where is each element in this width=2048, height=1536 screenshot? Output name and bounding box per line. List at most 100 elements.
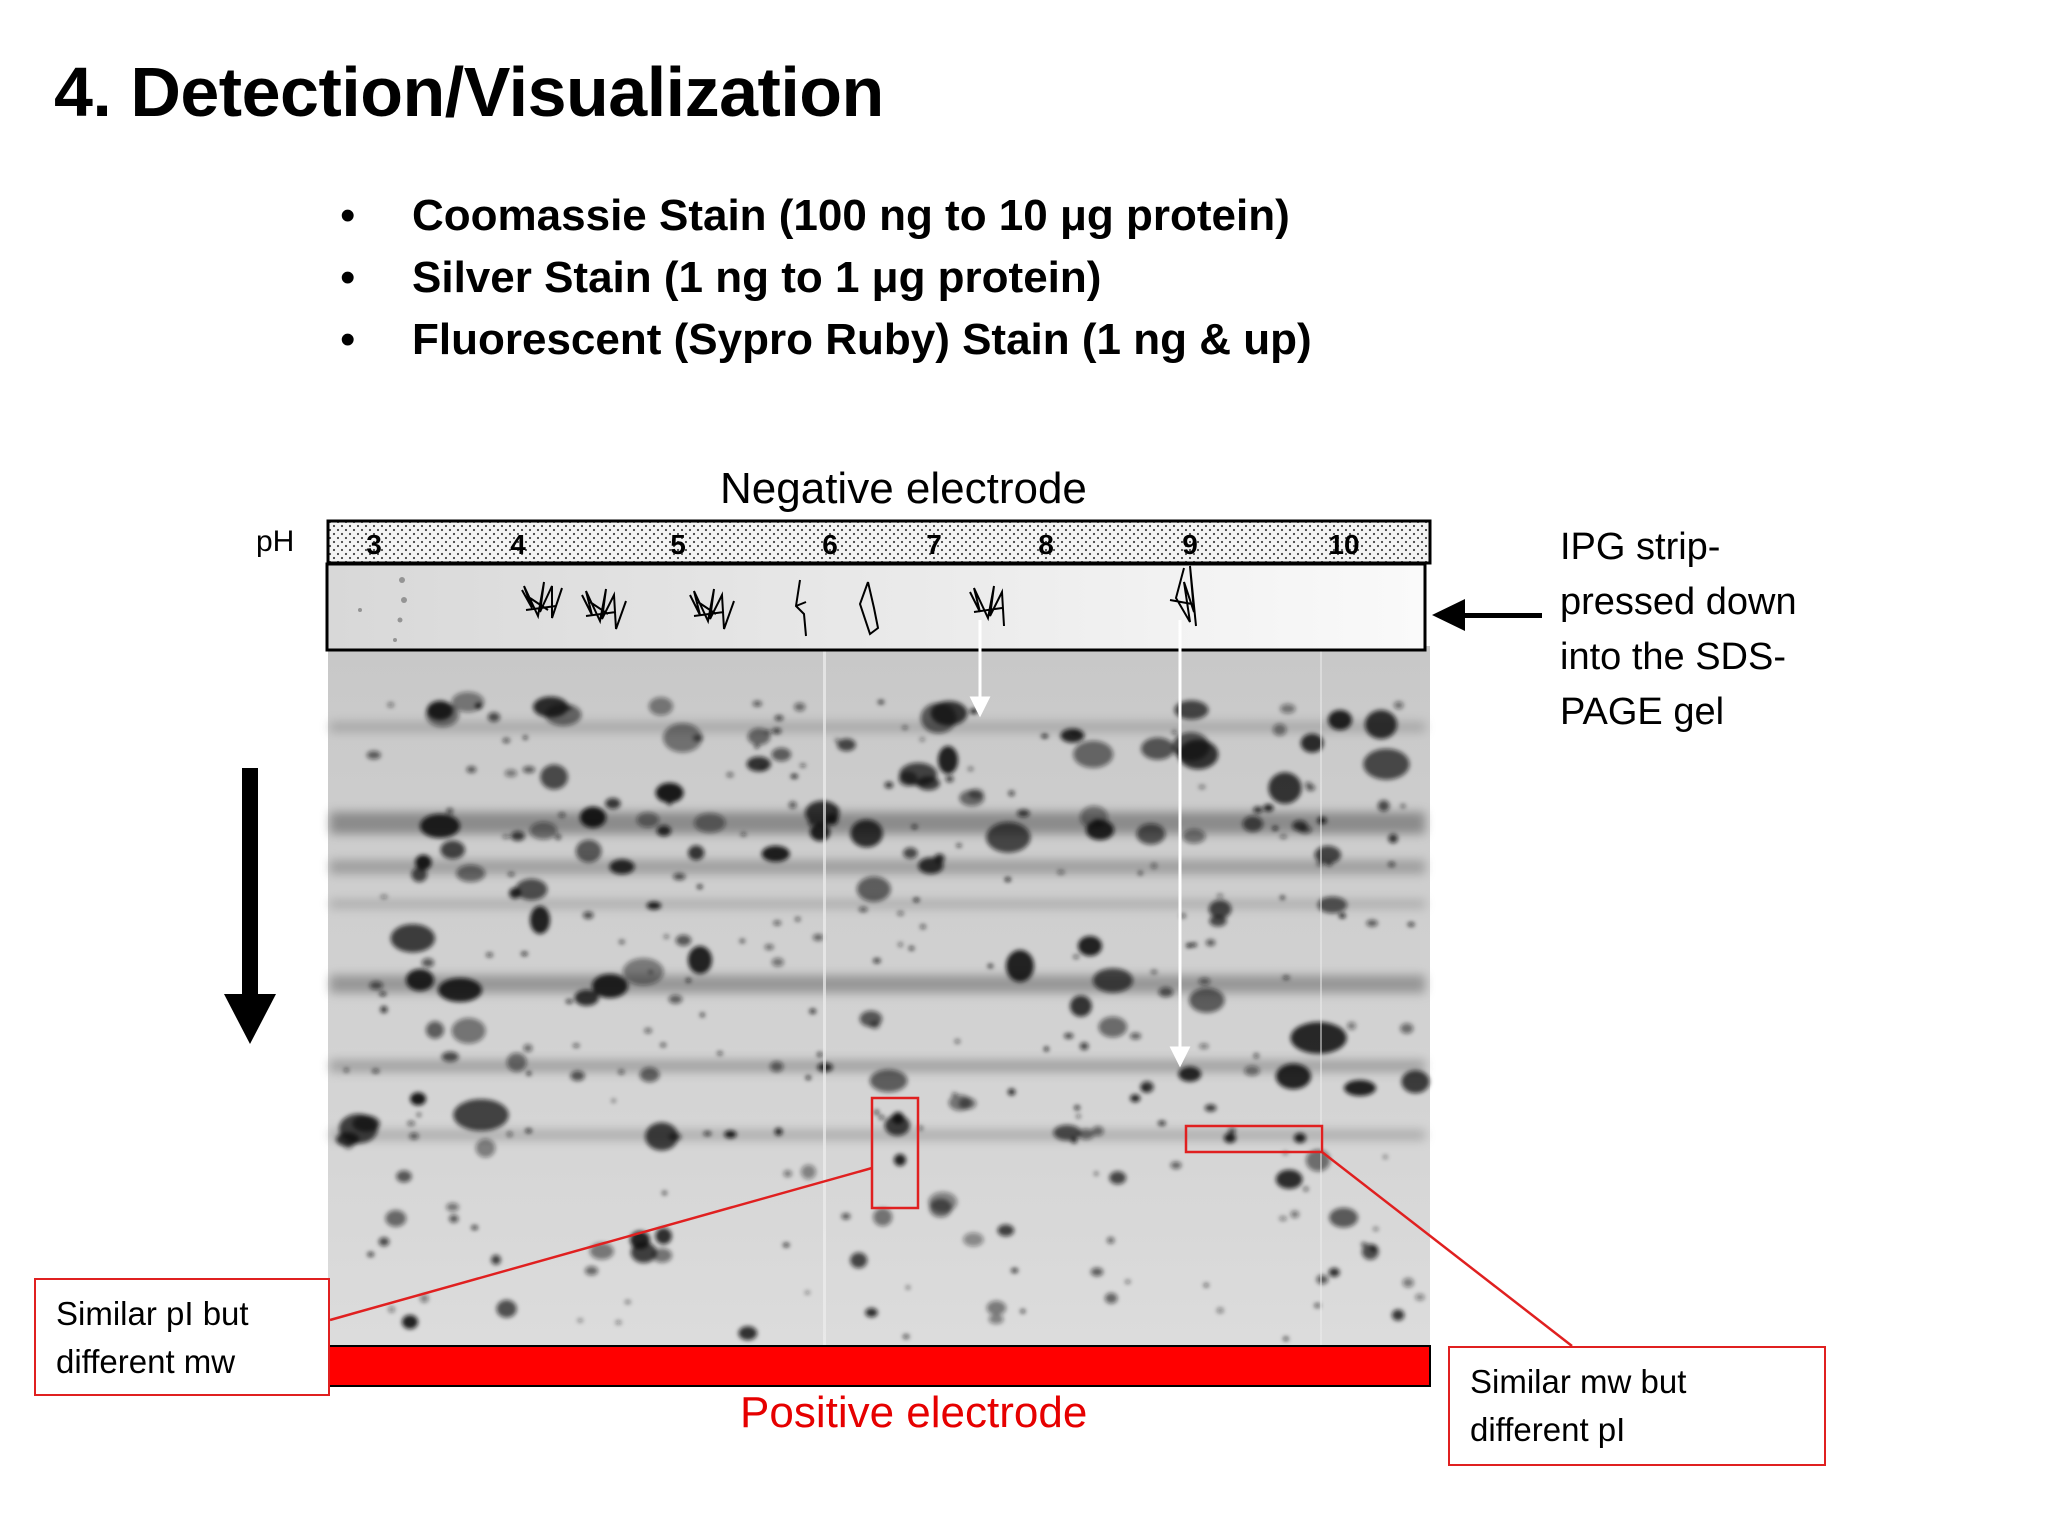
gel-spot (794, 702, 806, 712)
gel-background (328, 646, 1430, 1346)
ipg-strip-label: IPG strip- pressed down into the SDS- PA… (1560, 520, 1860, 740)
gel-spot (764, 944, 774, 950)
gel-spot (986, 822, 1031, 853)
gel-spot (1086, 820, 1114, 840)
gel-spot (988, 1314, 1004, 1324)
gel-spot (997, 1224, 1015, 1237)
gel-spot (585, 1266, 598, 1276)
gel-spot (1253, 1053, 1259, 1059)
gel-spot (1078, 936, 1102, 956)
gel-spot (1070, 729, 1081, 736)
gel-spot (526, 1071, 532, 1076)
gel-spot (1314, 1303, 1321, 1308)
gel-spot (1098, 1016, 1128, 1038)
gel-spot (913, 897, 920, 902)
gel-spot (1216, 893, 1224, 898)
gel-spot (1280, 703, 1296, 714)
gel-spot (1407, 922, 1415, 927)
gel-spot (1228, 1127, 1236, 1134)
gel-spot (1282, 975, 1290, 980)
gel-spot (618, 939, 625, 944)
gel-spot (902, 725, 908, 730)
gel-spot (1090, 1267, 1104, 1277)
gel-spot (648, 697, 674, 716)
callout-line: Similar pI but (56, 1295, 249, 1332)
gel-spot (782, 1242, 790, 1248)
gel-spot (1203, 1283, 1209, 1288)
bullet-fluorescent: Fluorescent (Sypro Ruby) Stain (1 ng & u… (340, 309, 1312, 371)
gel-spot (916, 776, 940, 791)
gel-spot (865, 1307, 878, 1318)
gel-spot (1366, 919, 1378, 927)
gel-spot (1400, 804, 1406, 808)
gel-spot (410, 1092, 426, 1106)
gel-spot (918, 857, 944, 874)
gel-spot (1006, 950, 1034, 982)
gel-spot (668, 1132, 682, 1141)
gel-spot (558, 812, 566, 818)
gel-spot (1279, 834, 1287, 839)
gel-spot (1204, 1104, 1217, 1112)
gel-spot (969, 708, 978, 714)
gel-spot (747, 728, 771, 746)
gel-spot (1011, 1268, 1019, 1273)
gel-spot (533, 696, 569, 718)
gel-spot (656, 825, 672, 837)
gel-spot (1272, 826, 1279, 831)
gel-spot (805, 800, 840, 826)
gel-spot (466, 766, 477, 773)
gel-spot (908, 946, 915, 951)
ph-tick-4: 4 (510, 529, 526, 560)
slide-title: 4. Detection/Visualization (54, 53, 884, 131)
gel-spot (799, 763, 807, 768)
gel-spot (1008, 790, 1015, 796)
gel-spot (1125, 1279, 1131, 1284)
gel-spot (938, 746, 958, 774)
gel-spot (1275, 1169, 1303, 1189)
ph-tick-labels: 3 4 5 6 7 8 9 10 (366, 529, 1359, 560)
gel-spot (618, 1069, 625, 1075)
gel-spot (387, 702, 395, 708)
gel-spot (1316, 1274, 1329, 1285)
ipg-label-line: into the SDS- (1560, 636, 1786, 678)
gel-spot (523, 1044, 533, 1052)
gel-spot (956, 843, 962, 848)
gel-spot (1401, 1070, 1430, 1094)
gel-spot (1077, 1128, 1095, 1140)
gel-spot (945, 775, 954, 783)
gel-spot (1298, 825, 1312, 834)
gel-spot (1198, 977, 1211, 986)
gel-spot (415, 854, 432, 870)
ph-tick-7: 7 (926, 529, 942, 560)
gel-spot (898, 942, 903, 947)
gel-spot (1174, 700, 1209, 720)
gel-spot (801, 1164, 816, 1180)
gel-spot (540, 764, 568, 790)
gel-spot (850, 819, 883, 848)
gel-spot (1141, 737, 1175, 760)
gel-spot (1208, 900, 1232, 919)
gel-spot (810, 823, 830, 841)
positive-electrode-bar (327, 1345, 1431, 1387)
gel-spot (873, 958, 881, 964)
gel-spot (1150, 969, 1158, 974)
gel-spot (1388, 861, 1396, 867)
gel-spot (456, 864, 486, 883)
gel-spot (1158, 1120, 1166, 1126)
gel-spot (1364, 710, 1398, 739)
gel-spot (1300, 733, 1324, 753)
gel-spot (367, 1252, 375, 1257)
gel-spot (645, 1122, 679, 1151)
gel-spot (371, 1068, 380, 1074)
gel-spot (884, 781, 894, 789)
gel-spot (804, 1290, 811, 1295)
gel-spot (582, 911, 594, 919)
gel-spot (530, 906, 550, 934)
gel-spot (1189, 987, 1225, 1013)
negative-electrode-label: Negative electrode (720, 464, 1087, 513)
gel-spot (575, 839, 602, 863)
gel-spot (521, 951, 528, 956)
gel-spot (1198, 784, 1206, 789)
migration-arrows (969, 620, 1191, 1068)
gel-spot (967, 766, 974, 771)
